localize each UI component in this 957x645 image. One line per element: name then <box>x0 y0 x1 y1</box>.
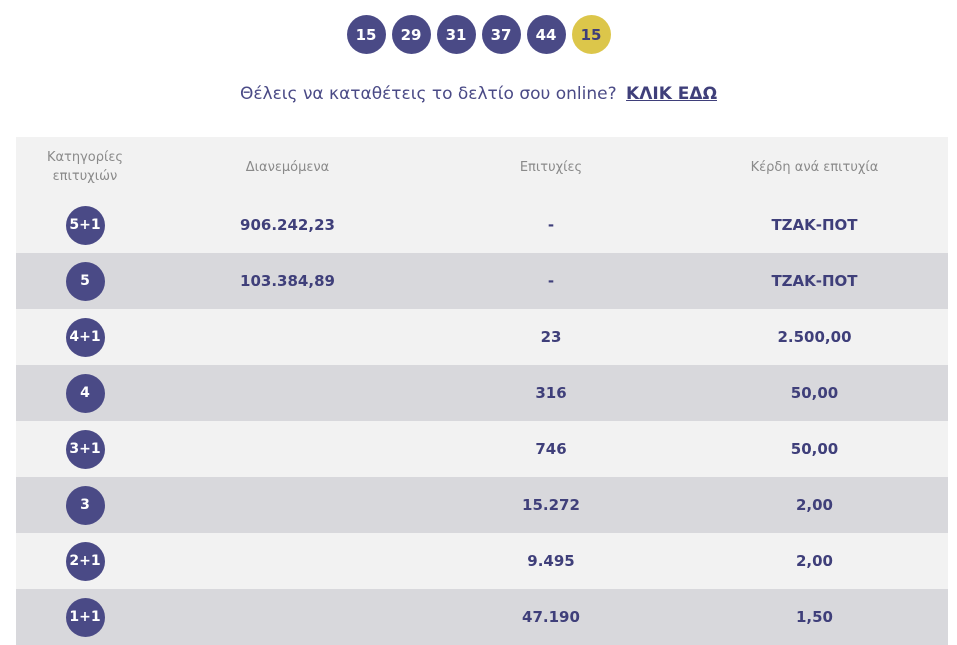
category-ball: 2+1 <box>65 541 105 581</box>
prize-cell: 2.500,00 <box>777 328 852 346</box>
prize-table: Κατηγορίες επιτυχιών Διανεμόμενα Επιτυχί… <box>16 137 948 645</box>
header-distributed: Διανεμόμενα <box>245 159 330 175</box>
number-ball: 29 <box>391 15 431 54</box>
winners-cell: - <box>547 272 555 290</box>
winners-cell: - <box>547 216 555 234</box>
number-ball: 37 <box>481 15 521 54</box>
winning-numbers: 15 29 31 37 44 15 <box>0 15 957 54</box>
promo-text: Θέλεις να καταθέτεις το δελτίο σου onlin… <box>239 84 617 104</box>
table-row: 1+1 47.190 1,50 <box>16 589 948 645</box>
header-winners: Επιτυχίες <box>519 159 583 175</box>
category-ball: 4 <box>65 373 105 413</box>
prize-cell: 50,00 <box>790 440 839 458</box>
winners-cell: 23 <box>540 328 562 346</box>
number-ball: 15 <box>346 15 386 54</box>
category-ball: 5 <box>65 261 105 301</box>
prize-cell: 50,00 <box>790 384 839 402</box>
winners-cell: 15.272 <box>522 496 580 514</box>
prize-cell: 2,00 <box>795 496 833 514</box>
header-prize: Κέρδη ανά επιτυχία <box>750 159 879 175</box>
prize-cell: ΤΖΑΚ-ΠΟΤ <box>771 216 858 234</box>
category-ball: 5+1 <box>65 205 105 245</box>
winners-cell: 316 <box>535 384 567 402</box>
winners-cell: 9.495 <box>527 552 575 570</box>
prize-cell: ΤΖΑΚ-ΠΟΤ <box>771 272 858 290</box>
distributed-cell: 906.242,23 <box>240 216 335 234</box>
winners-cell: 746 <box>535 440 567 458</box>
table-row: 5+1 906.242,23 - ΤΖΑΚ-ΠΟΤ <box>16 197 948 253</box>
online-promo: Θέλεις να καταθέτεις το δελτίο σου onlin… <box>0 84 957 104</box>
prize-cell: 2,00 <box>795 552 833 570</box>
number-ball: 31 <box>436 15 476 54</box>
table-header: Κατηγορίες επιτυχιών Διανεμόμενα Επιτυχί… <box>16 137 948 197</box>
prize-cell: 1,50 <box>795 608 833 626</box>
category-ball: 3 <box>65 485 105 525</box>
table-row: 4+1 23 2.500,00 <box>16 309 948 365</box>
header-category: Κατηγορίες επιτυχιών <box>46 149 124 185</box>
table-row: 5 103.384,89 - ΤΖΑΚ-ΠΟΤ <box>16 253 948 309</box>
table-row: 3 15.272 2,00 <box>16 477 948 533</box>
joker-ball: 15 <box>571 15 611 54</box>
click-here-link[interactable]: ΚΛΙΚ ΕΔΩ <box>626 84 718 104</box>
category-ball: 3+1 <box>65 429 105 469</box>
table-row: 3+1 746 50,00 <box>16 421 948 477</box>
table-row: 2+1 9.495 2,00 <box>16 533 948 589</box>
winners-cell: 47.190 <box>522 608 580 626</box>
table-row: 4 316 50,00 <box>16 365 948 421</box>
category-ball: 1+1 <box>65 597 105 637</box>
category-ball: 4+1 <box>65 317 105 357</box>
distributed-cell: 103.384,89 <box>240 272 335 290</box>
number-ball: 44 <box>526 15 566 54</box>
